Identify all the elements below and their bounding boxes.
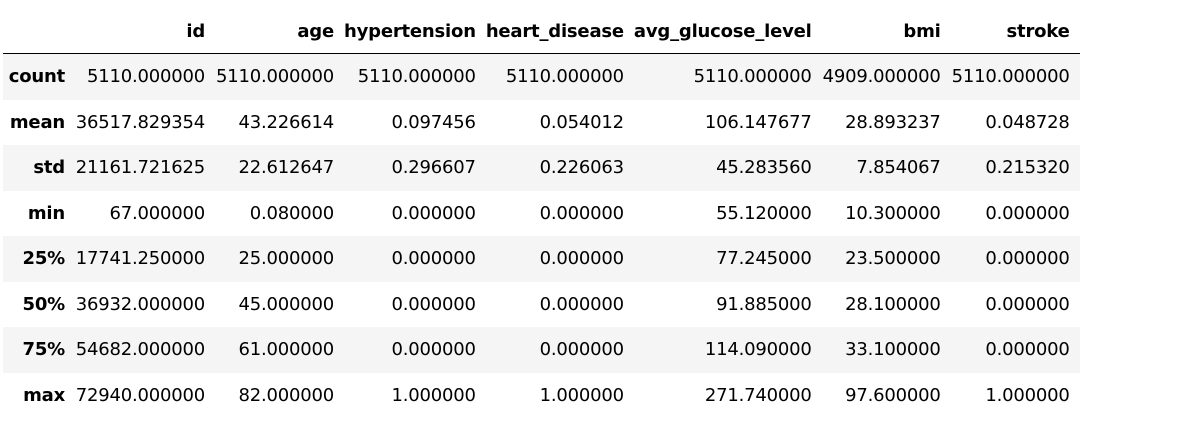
table-cell: 0.296607 xyxy=(391,157,476,179)
table-cell: 0.215320 xyxy=(985,157,1070,179)
table-cell: 54682.000000 xyxy=(75,339,205,361)
table-cell: 0.000000 xyxy=(539,202,624,224)
column-header-age: age xyxy=(215,9,344,54)
table-cell: 21161.721625 xyxy=(75,157,205,179)
table-cell: 82.000000 xyxy=(238,384,334,406)
table-cell: 0.054012 xyxy=(539,111,624,133)
table-cell: 5110.000000 xyxy=(693,66,812,88)
row-label: min xyxy=(27,202,65,224)
row-label: std xyxy=(33,157,65,179)
table-cell: 36517.829354 xyxy=(75,111,205,133)
table-row: 75% 54682.000000 61.000000 0.000000 0.00… xyxy=(3,327,1080,373)
table-cell: 5110.000000 xyxy=(505,66,624,88)
table-cell: 72940.000000 xyxy=(75,384,205,406)
table-cell: 28.100000 xyxy=(845,293,941,315)
table-cell: 4909.000000 xyxy=(822,66,941,88)
table-cell: 45.000000 xyxy=(238,293,334,315)
table-cell: 22.612647 xyxy=(238,157,334,179)
table-cell: 0.097456 xyxy=(391,111,476,133)
table-cell: 43.226614 xyxy=(238,111,334,133)
table-cell: 5110.000000 xyxy=(215,66,334,88)
table-cell: 114.090000 xyxy=(704,339,812,361)
table-cell: 97.600000 xyxy=(845,384,941,406)
table-cell: 5110.000000 xyxy=(86,66,205,88)
table-cell: 36932.000000 xyxy=(75,293,205,315)
column-header-id: id xyxy=(75,9,215,54)
table-cell: 0.000000 xyxy=(391,248,476,270)
table-cell: 5110.000000 xyxy=(357,66,476,88)
row-label: count xyxy=(8,66,65,88)
table-cell: 0.000000 xyxy=(391,202,476,224)
table-cell: 55.120000 xyxy=(716,202,812,224)
column-header-avg-glucose-level: avg_glucose_level xyxy=(633,9,822,54)
table-cell: 1.000000 xyxy=(539,384,624,406)
table-cell: 67.000000 xyxy=(109,202,205,224)
index-header xyxy=(3,9,75,54)
table-cell: 17741.250000 xyxy=(75,248,205,270)
table-cell: 0.000000 xyxy=(539,293,624,315)
table-cell: 0.048728 xyxy=(985,111,1070,133)
row-label: mean xyxy=(9,111,65,133)
table-cell: 1.000000 xyxy=(391,384,476,406)
column-header-bmi: bmi xyxy=(821,9,951,54)
table-cell: 25.000000 xyxy=(238,248,334,270)
table-cell: 33.100000 xyxy=(845,339,941,361)
table-cell: 0.000000 xyxy=(391,339,476,361)
table-cell: 0.000000 xyxy=(985,339,1070,361)
column-header-heart-disease: heart_disease xyxy=(485,9,634,54)
table-cell: 0.000000 xyxy=(985,248,1070,270)
table-cell: 10.300000 xyxy=(845,202,941,224)
table-row: min 67.000000 0.080000 0.000000 0.000000… xyxy=(3,190,1080,236)
describe-table: id age hypertension heart_disease avg_gl… xyxy=(3,9,1080,418)
table-cell: 23.500000 xyxy=(845,248,941,270)
table-cell: 0.000000 xyxy=(985,202,1070,224)
row-label: max xyxy=(23,384,65,406)
table-cell: 28.893237 xyxy=(845,111,941,133)
table-cell: 5110.000000 xyxy=(951,66,1070,88)
table-cell: 77.245000 xyxy=(716,248,812,270)
table-cell: 0.000000 xyxy=(539,248,624,270)
header-row: id age hypertension heart_disease avg_gl… xyxy=(3,9,1080,54)
dataframe-output: id age hypertension heart_disease avg_gl… xyxy=(3,9,1080,418)
row-label: 50% xyxy=(22,293,66,315)
row-label: 25% xyxy=(22,248,66,270)
table-cell: 91.885000 xyxy=(716,293,812,315)
table-cell: 0.080000 xyxy=(249,202,334,224)
table-row: count 5110.000000 5110.000000 5110.00000… xyxy=(3,53,1080,100)
table-cell: 0.226063 xyxy=(539,157,624,179)
table-cell: 271.740000 xyxy=(704,384,812,406)
table-row: max 72940.000000 82.000000 1.000000 1.00… xyxy=(3,372,1080,418)
row-label: 75% xyxy=(22,339,66,361)
column-header-hypertension: hypertension xyxy=(344,9,486,54)
table-cell: 0.000000 xyxy=(539,339,624,361)
column-header-stroke: stroke xyxy=(950,9,1080,54)
table-row: std 21161.721625 22.612647 0.296607 0.22… xyxy=(3,145,1080,191)
table-cell: 0.000000 xyxy=(985,293,1070,315)
table-row: 25% 17741.250000 25.000000 0.000000 0.00… xyxy=(3,236,1080,282)
table-cell: 45.283560 xyxy=(716,157,812,179)
table-row: 50% 36932.000000 45.000000 0.000000 0.00… xyxy=(3,281,1080,327)
table-cell: 0.000000 xyxy=(391,293,476,315)
table-cell: 1.000000 xyxy=(985,384,1070,406)
table-row: mean 36517.829354 43.226614 0.097456 0.0… xyxy=(3,99,1080,145)
table-cell: 7.854067 xyxy=(856,157,941,179)
table-cell: 106.147677 xyxy=(704,111,812,133)
table-cell: 61.000000 xyxy=(238,339,334,361)
